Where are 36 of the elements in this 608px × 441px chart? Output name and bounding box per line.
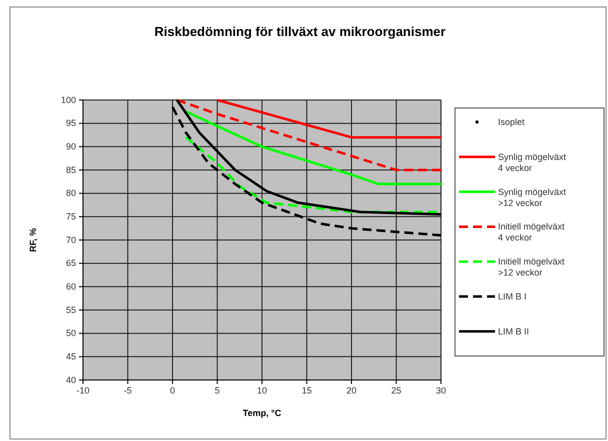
x-tick-label: 10 <box>256 385 268 396</box>
y-tick-label: 40 <box>66 374 76 385</box>
legend-label: Synlig mögelväxt 4 veckor <box>498 152 567 173</box>
x-tick-label: 20 <box>346 385 357 396</box>
line-series <box>176 98 442 172</box>
x-tick-label: 30 <box>436 385 446 396</box>
y-tick-label: 50 <box>66 328 76 338</box>
line-series <box>176 98 442 216</box>
y-tick-label: 95 <box>66 118 76 128</box>
x-tick-label: 5 <box>214 385 220 396</box>
y-tick-label: 80 <box>66 188 76 198</box>
legend-label: Initiell mögelväxt >12 veckor <box>498 256 566 278</box>
y-tick-label: 55 <box>66 304 76 315</box>
y-axis-title: RF, % <box>28 228 38 252</box>
x-tick-label: -10 <box>76 385 90 396</box>
y-tick-label: 90 <box>66 142 76 152</box>
y-tick-label: 65 <box>66 258 76 268</box>
x-axis-title: Temp, °C <box>242 408 282 418</box>
y-tick-label: 70 <box>66 234 76 245</box>
legend-label: Initiell mögelväxt 4 veckor <box>498 222 566 243</box>
line-series <box>184 110 442 186</box>
legend-label: LIM B I <box>498 291 527 302</box>
x-tick-label: -5 <box>124 385 132 396</box>
x-tick-label: 25 <box>391 385 402 396</box>
x-tick-label: 15 <box>302 385 312 396</box>
y-tick-label: 75 <box>66 212 76 222</box>
y-tick-label: 60 <box>66 282 76 292</box>
legend-label: Isoplet <box>498 117 526 127</box>
y-tick-label: 100 <box>60 94 76 105</box>
x-tick-label: 0 <box>170 385 176 396</box>
chart-title: Riskbedömning för tillväxt av mikroorganismer <box>154 24 446 39</box>
line-series <box>171 106 442 237</box>
y-tick-label: 85 <box>66 164 76 175</box>
legend-label: LIM B II <box>498 326 530 336</box>
y-tick-label: 45 <box>66 352 76 362</box>
legend-label: Synlig mögelväxt >12 veckor <box>498 186 567 208</box>
